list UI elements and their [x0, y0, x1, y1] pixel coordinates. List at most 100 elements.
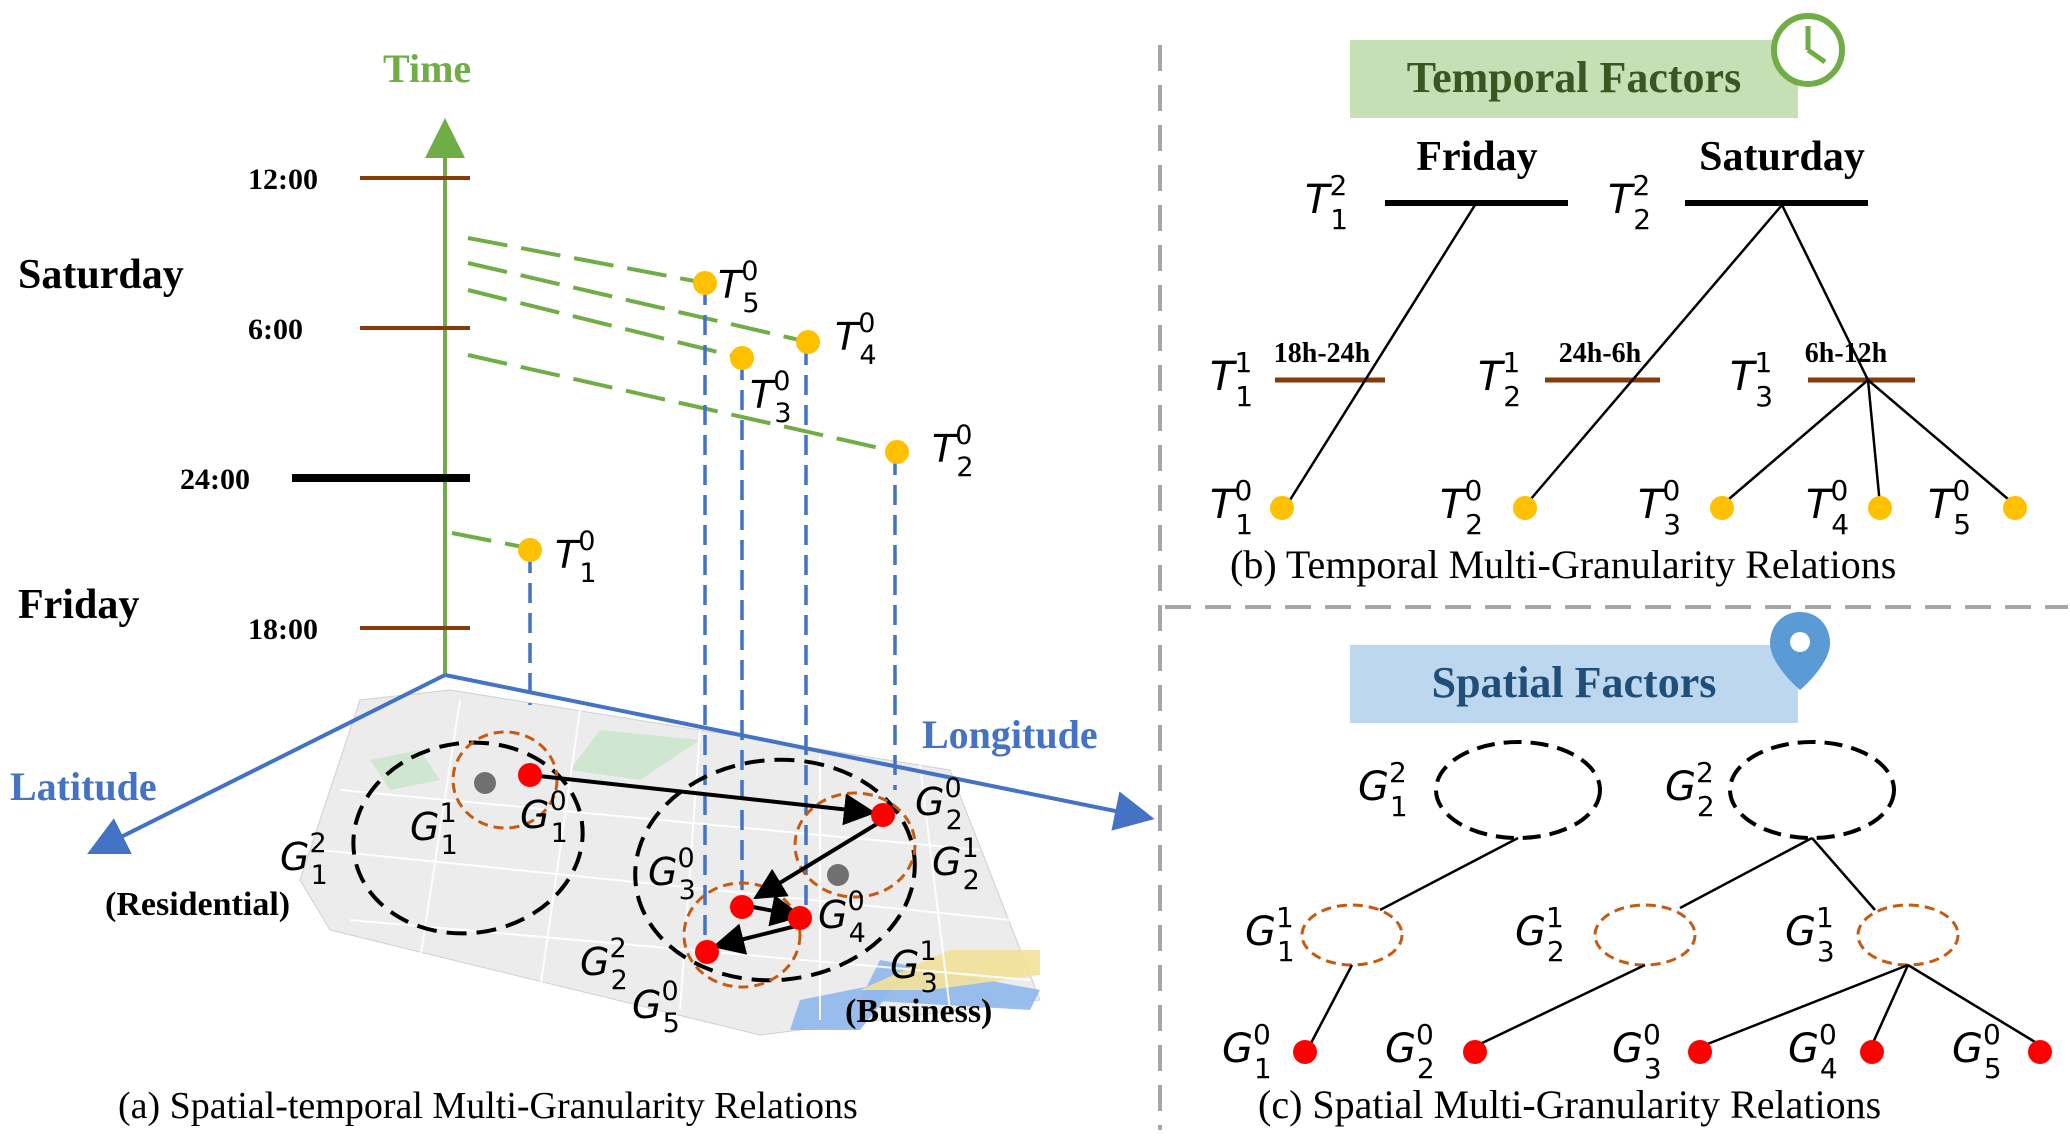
label-g2-1c: G1 2: [1515, 901, 1565, 968]
range-18-24: 18h-24h: [1274, 338, 1371, 369]
label-g2-0c: G0 2: [1385, 1018, 1435, 1085]
panel-a: Time Latitude Longitude 12:00 6:00 24:00…: [10, 46, 1155, 1127]
label-g2-0: G0 2: [915, 773, 963, 836]
label-t1-2: T2 1: [1305, 169, 1348, 236]
node-g2-0: [1463, 1040, 1487, 1064]
node-g2-2: [1728, 740, 1896, 840]
time-point-t2-0: [885, 440, 909, 464]
range-24-6: 24h-6h: [1559, 338, 1642, 369]
region-label-business: (Business): [845, 993, 992, 1030]
poi-g2-0: [871, 803, 895, 827]
label-t1-0b: T0 1: [1210, 474, 1253, 541]
label-g3-1c: G1 3: [1785, 901, 1835, 968]
longitude-axis-label: Longitude: [922, 712, 1098, 757]
node-t2-0: [1513, 496, 1537, 520]
geo-labels: G1 1 G0 1 G2 1 G0 2 G0 3 G1 2 G0 4 G2 2 G1 3 G0 5: [280, 773, 980, 1039]
trajectory: [529, 773, 882, 955]
label-g3-0: G0 3: [648, 843, 696, 906]
label-t5-0: T0 5: [718, 256, 760, 319]
label-g2-2c: G2 2: [1665, 756, 1715, 823]
label-t4-0b: T0 4: [1806, 474, 1849, 541]
latitude-axis-label: Latitude: [10, 764, 157, 809]
label-t4-0: T0 4: [835, 308, 877, 371]
tick-label-18: 18:00: [248, 613, 318, 646]
label-t3-0b: T0 3: [1638, 474, 1681, 541]
region-g2-2: [633, 757, 917, 983]
node-g3-1: [1856, 903, 1960, 967]
spatial-header: Spatial Factors: [1432, 658, 1717, 707]
day-saturday: Saturday: [1699, 134, 1865, 180]
time-axis-label: Time: [383, 46, 471, 91]
time-point-t5-0: [693, 271, 717, 295]
caption-b: (b) Temporal Multi-Granularity Relations: [1230, 542, 1896, 587]
label-g1-2: G2 1: [280, 828, 328, 891]
clock-icon: [1771, 13, 1845, 87]
panel-c: Spatial Factors G2 1 G2 2 G1 1 G1 2 G1 3: [1222, 612, 2052, 1127]
time-point-t4-0: [796, 330, 820, 354]
node-t5-0: [2003, 496, 2027, 520]
longitude-axis: [444, 673, 1155, 831]
range-6-12: 6h-12h: [1805, 338, 1888, 369]
label-g3-0c: G0 3: [1612, 1018, 1662, 1085]
node-g1-0: [1293, 1040, 1317, 1064]
label-g2-2: G2 2: [580, 933, 628, 996]
caption-a: (a) Spatial-temporal Multi-Granularity R…: [118, 1085, 858, 1127]
panel-b: Temporal Factors Friday Saturday T2 1 T2 2…: [1210, 13, 2027, 587]
node-t3-0: [1710, 496, 1734, 520]
region-center: [474, 772, 496, 794]
time-point-t3-0: [730, 346, 754, 370]
node-t4-0: [1868, 496, 1892, 520]
poi-g1-0: [518, 763, 542, 787]
day-label-friday: Friday: [18, 582, 139, 628]
node-g3-0: [1688, 1040, 1712, 1064]
region-label-residential: (Residential): [105, 886, 290, 923]
label-g1-0c: G0 1: [1222, 1018, 1272, 1085]
tick-label-6: 6:00: [248, 313, 303, 346]
label-g1-2c: G2 1: [1358, 756, 1408, 823]
tick-label-24: 24:00: [180, 463, 250, 496]
label-t2-0b: T0 2: [1440, 474, 1483, 541]
label-g4-0c: G0 4: [1788, 1018, 1838, 1085]
label-g5-0: G0 5: [632, 976, 680, 1039]
location-pin-icon: [1770, 612, 1830, 690]
time-projections: [451, 236, 898, 550]
temporal-header: Temporal Factors: [1407, 53, 1741, 102]
caption-c: (c) Spatial Multi-Granularity Relations: [1258, 1082, 1881, 1127]
tick-label-12: 12:00: [248, 163, 318, 196]
space-projections: [528, 285, 897, 955]
label-g1-1c: G1 1: [1245, 901, 1295, 968]
poi-g5-0: [695, 940, 719, 964]
node-g5-0: [2028, 1040, 2052, 1064]
label-t1-1: T1 1: [1210, 346, 1253, 413]
node-g2-1: [1593, 903, 1697, 967]
label-g4-0: G0 4: [818, 886, 866, 949]
region-g2-1: [793, 791, 917, 899]
label-t2-2: T2 2: [1608, 169, 1651, 236]
label-g3-1: G1 3: [890, 936, 938, 999]
day-friday: Friday: [1416, 134, 1537, 180]
region-g3-1: [682, 881, 802, 989]
label-t5-0b: T0 5: [1928, 474, 1971, 541]
label-g1-1: G1 1: [410, 798, 458, 861]
spatial-header-box: [1350, 645, 1798, 723]
time-point-labels: T0 5 T0 4 T0 3 T0 2 T0 1: [555, 256, 974, 589]
latitude-axis: [87, 673, 446, 854]
region-g1-2: [351, 740, 585, 936]
node-t1-0: [1270, 496, 1294, 520]
node-g1-2: [1434, 740, 1602, 840]
label-g5-0c: G0 5: [1952, 1018, 2002, 1085]
label-t3-0: T0 3: [750, 366, 792, 429]
spatial-tree-edges: [1308, 836, 2041, 1047]
temporal-header-box: [1350, 40, 1798, 118]
time-point-t1-0: [518, 538, 542, 562]
label-t3-1: T1 3: [1730, 346, 1773, 413]
label-g2-1: G1 2: [932, 833, 980, 896]
node-g1-1: [1300, 903, 1404, 967]
day-label-saturday: Saturday: [18, 252, 184, 298]
poi-g3-0: [730, 895, 754, 919]
poi-g4-0: [788, 906, 812, 930]
label-t1-0: T0 1: [555, 526, 597, 589]
node-g4-0: [1860, 1040, 1884, 1064]
